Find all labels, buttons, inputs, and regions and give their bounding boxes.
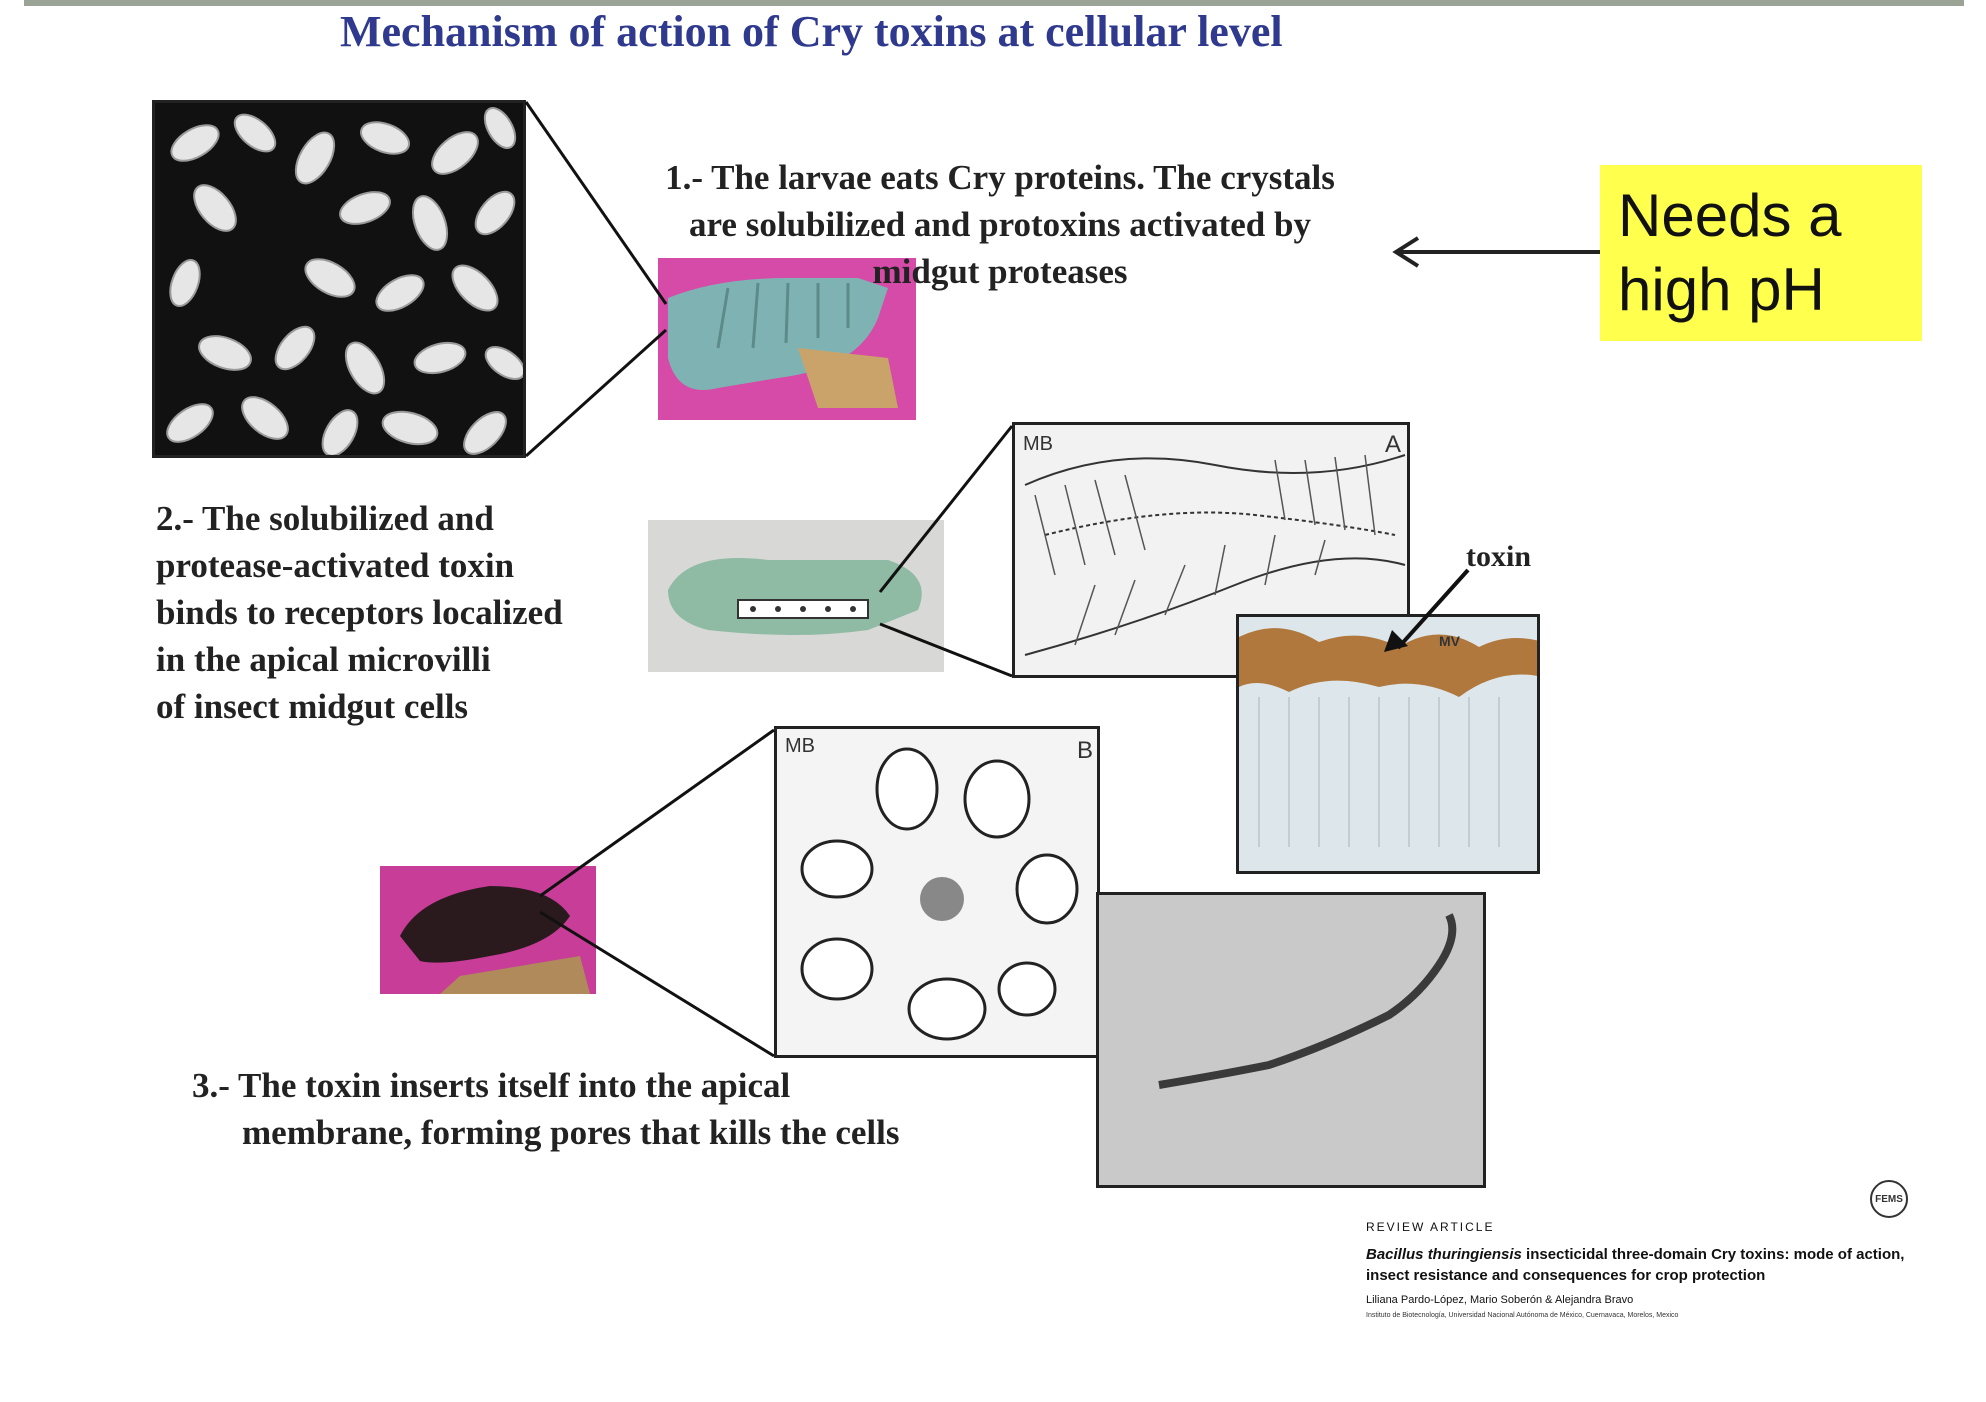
panel-mv-label: MV — [1439, 633, 1460, 649]
step-2-text: 2.- The solubilized and protease-activat… — [156, 499, 563, 726]
step-3-line-1: 3.- The toxin inserts itself into the ap… — [192, 1066, 791, 1105]
larva-dead-photo — [380, 866, 596, 994]
pore-drawing — [1158, 913, 1457, 1089]
larva-dissected-drawing — [668, 558, 922, 635]
panel-a-mb-label: MB — [1023, 433, 1053, 455]
callout-arrow — [1392, 236, 1600, 268]
step-3-text: 3.- The toxin inserts itself into the ap… — [192, 1062, 1072, 1156]
article-institution: Instituto de Biotecnología, Universidad … — [1366, 1312, 1679, 1319]
cry-crystals-micrograph — [152, 100, 526, 458]
midgut-section-b: MB B — [774, 726, 1100, 1058]
panel-b-letter: B — [1077, 737, 1094, 764]
callout-text: Needs a high pH — [1618, 182, 1842, 323]
journal-logo: FEMS — [1870, 1180, 1908, 1218]
section-b-drawing — [800, 747, 1079, 1041]
article-title-species: Bacillus thuringiensis — [1366, 1246, 1522, 1263]
crystals-drawing — [166, 107, 523, 455]
slide-title: Mechanism of action of Cry toxins at cel… — [340, 7, 1283, 56]
reference-citation: REVIEW ARTICLE Bacillus thuringiensis in… — [1366, 1220, 1926, 1319]
toxin-arrow — [1384, 568, 1470, 652]
article-type: REVIEW ARTICLE — [1366, 1220, 1495, 1234]
larva-drawing — [668, 278, 898, 408]
panel-a-letter: A — [1385, 431, 1402, 458]
section-a-drawing — [1024, 454, 1406, 656]
toxin-label: toxin — [1466, 540, 1532, 573]
stained-microvilli-drawing — [1239, 628, 1537, 847]
larva-dissected-photo — [648, 520, 944, 672]
high-ph-callout: Needs a high pH — [1600, 165, 1922, 341]
stained-microvilli-panel: MV — [1236, 614, 1540, 874]
top-accent-bar — [24, 0, 1964, 6]
panel-b-mb-label: MB — [785, 735, 815, 757]
article-title: Bacillus thuringiensis insecticidal thre… — [1366, 1244, 1926, 1286]
step-1-text: 1.- The larvae eats Cry proteins. The cr… — [665, 158, 1335, 291]
step-3-line-2: membrane, forming pores that kills the c… — [242, 1113, 900, 1152]
larva-dead-drawing — [400, 886, 590, 994]
article-authors: Liliana Pardo-López, Mario Soberón & Ale… — [1366, 1294, 1634, 1306]
pore-formation-micrograph — [1096, 892, 1486, 1188]
article-title-rest: insecticidal three-domain Cry toxins: mo… — [1366, 1246, 1905, 1284]
larva-eating-photo — [658, 258, 916, 420]
